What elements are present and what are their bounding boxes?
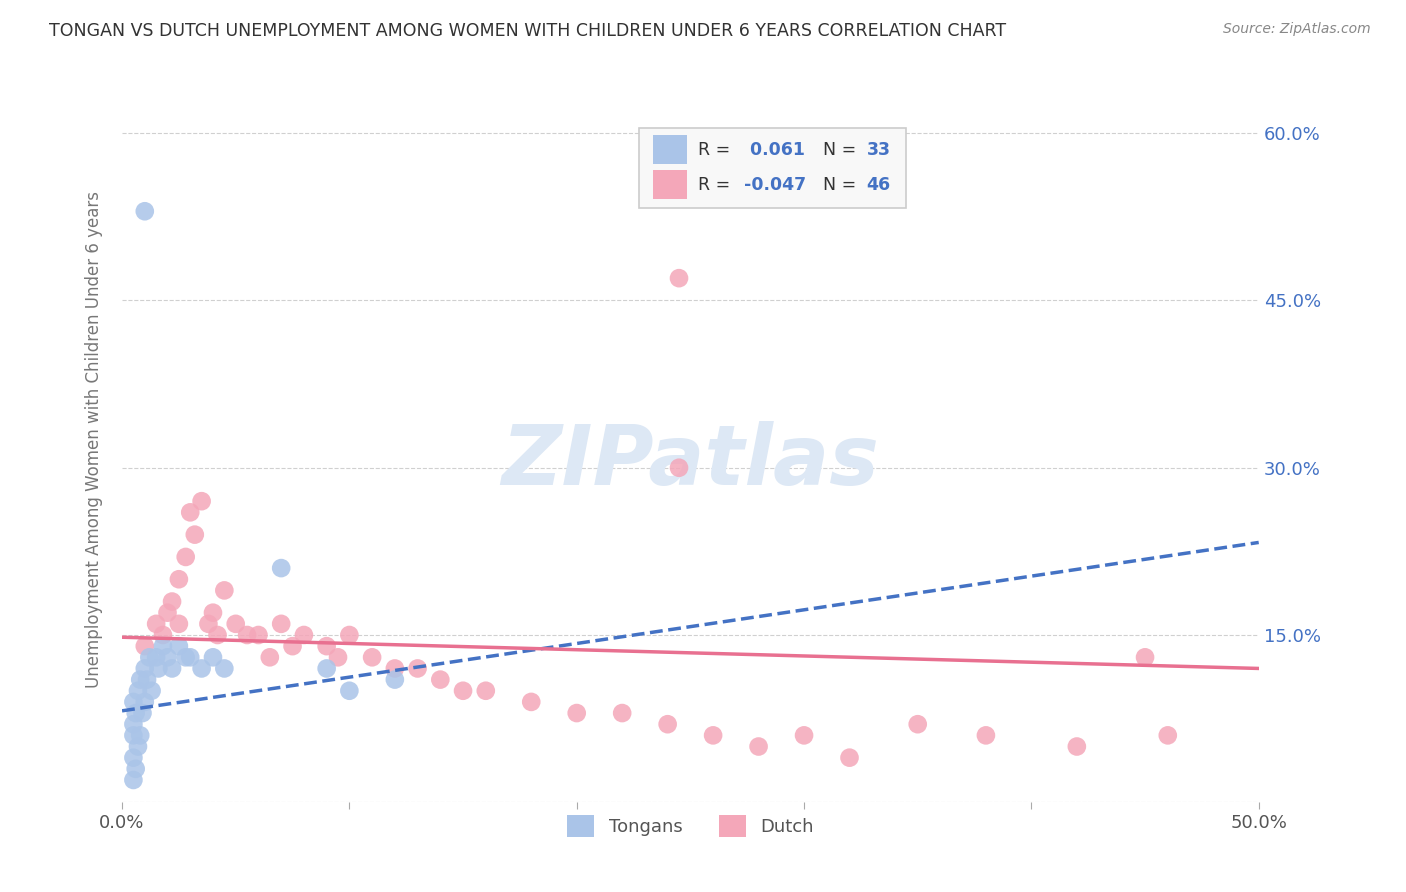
Point [122,695,145,709]
Point [406,661,429,675]
Point [281,639,304,653]
Point [138,650,160,665]
Point [122,750,145,764]
Point [565,706,588,720]
Point [259,650,281,665]
Point [156,606,179,620]
Point [131,706,153,720]
Point [207,628,229,642]
FancyBboxPatch shape [640,128,907,208]
Point [141,683,163,698]
Point [384,661,406,675]
Point [122,728,145,742]
Point [148,661,170,675]
Text: N =: N = [813,141,862,159]
Point [337,683,360,698]
Point [197,616,219,631]
Point [122,772,145,787]
Point [236,628,259,642]
Point [907,717,929,731]
Text: -0.047: -0.047 [744,176,806,194]
Point [152,628,174,642]
Point [125,706,148,720]
Point [201,650,224,665]
Point [129,673,152,687]
Point [793,728,815,742]
Point [668,271,690,285]
Point [167,639,190,653]
Point [451,683,474,698]
Bar [652,136,688,164]
Point [134,204,156,219]
Bar [652,170,688,199]
Point [179,650,201,665]
Point [384,673,406,687]
Point [145,650,167,665]
Point [225,616,247,631]
Point [214,661,236,675]
Point [838,750,860,764]
Text: R =: R = [699,141,737,159]
Point [1066,739,1088,754]
Point [520,695,543,709]
Point [270,561,292,575]
Point [315,639,337,653]
Point [167,572,190,586]
Y-axis label: Unemployment Among Women with Children Under 6 years: Unemployment Among Women with Children U… [86,192,103,689]
Point [1133,650,1156,665]
Point [134,661,156,675]
Point [127,739,149,754]
Point [190,661,212,675]
Point [612,706,634,720]
Point [326,650,349,665]
Point [152,639,174,653]
Point [129,728,152,742]
Point [167,616,190,631]
Point [214,583,236,598]
Text: Source: ZipAtlas.com: Source: ZipAtlas.com [1223,22,1371,37]
Point [174,650,197,665]
Point [201,606,224,620]
Point [657,717,679,731]
Text: 46: 46 [866,176,890,194]
Point [145,616,167,631]
Text: 0.061: 0.061 [744,141,804,159]
Point [974,728,997,742]
Point [179,505,201,519]
Point [156,650,179,665]
Point [136,673,159,687]
Point [134,639,156,653]
Legend: Tongans, Dutch: Tongans, Dutch [560,807,821,844]
Point [315,661,337,675]
Text: 33: 33 [866,141,890,159]
Point [160,661,183,675]
Point [337,628,360,642]
Point [134,695,156,709]
Point [247,628,270,642]
Point [160,594,183,608]
Point [668,460,690,475]
Text: ZIPatlas: ZIPatlas [502,421,879,502]
Point [270,616,292,631]
Point [174,549,197,564]
Point [292,628,315,642]
Point [127,683,149,698]
Point [361,650,384,665]
Text: TONGAN VS DUTCH UNEMPLOYMENT AMONG WOMEN WITH CHILDREN UNDER 6 YEARS CORRELATION: TONGAN VS DUTCH UNEMPLOYMENT AMONG WOMEN… [49,22,1007,40]
Point [125,762,148,776]
Point [122,717,145,731]
Point [748,739,770,754]
Point [702,728,724,742]
Point [1157,728,1180,742]
Point [475,683,498,698]
Point [190,494,212,508]
Point [429,673,451,687]
Text: N =: N = [813,176,862,194]
Point [184,527,207,541]
Text: R =: R = [699,176,737,194]
